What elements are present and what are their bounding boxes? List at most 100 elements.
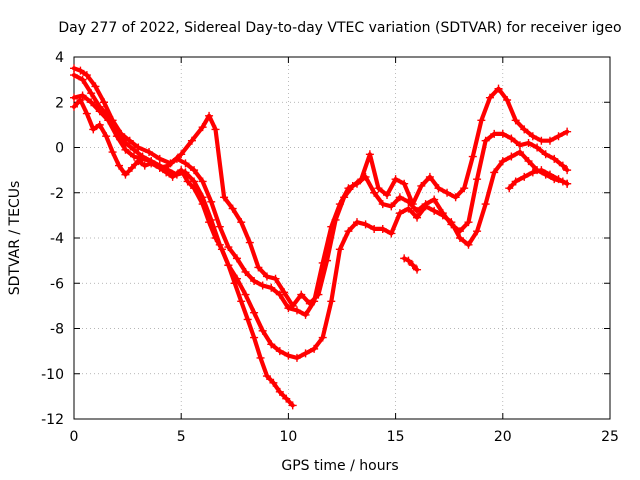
- data-point-trace-1: [485, 93, 494, 102]
- data-point-trace-4: [155, 163, 164, 172]
- data-point-trace-2: [344, 184, 353, 193]
- data-point-trace-3: [524, 157, 533, 166]
- data-point-trace-2: [563, 166, 572, 175]
- data-point-trace-2: [232, 254, 241, 263]
- data-point-trace-1: [383, 191, 392, 200]
- series-line-trace-6: [507, 168, 570, 191]
- data-point-trace-3: [87, 98, 96, 107]
- x-tick-label: 20: [494, 429, 512, 445]
- grid: [74, 57, 610, 419]
- data-point-trace-4: [82, 109, 91, 118]
- data-point-trace-2: [533, 143, 542, 152]
- data-point-trace-3: [430, 206, 439, 215]
- data-point-trace-3: [361, 220, 370, 229]
- data-point-trace-3: [353, 218, 362, 227]
- data-point-trace-1: [400, 179, 409, 188]
- data-point-trace-2: [318, 258, 327, 267]
- data-point-trace-1: [228, 204, 237, 213]
- data-point-trace-6: [505, 184, 514, 193]
- data-point-trace-3: [378, 224, 387, 233]
- chart-title: Day 277 of 2022, Sidereal Day-to-day VTE…: [58, 20, 621, 36]
- y-axis-label: SDTVAR / TECUs: [7, 181, 23, 296]
- data-point-trace-1: [563, 127, 572, 136]
- data-point-trace-2: [215, 222, 224, 231]
- data-point-trace-1: [365, 150, 374, 159]
- data-point-trace-2: [404, 197, 413, 206]
- data-point-trace-2: [292, 306, 301, 315]
- data-point-trace-4: [230, 279, 239, 288]
- data-point-trace-4: [275, 387, 284, 396]
- data-point-trace-2: [207, 197, 216, 206]
- data-point-trace-4: [89, 125, 98, 134]
- data-point-trace-1: [511, 116, 520, 125]
- axis-ticks: [73, 56, 611, 420]
- data-point-trace-1: [100, 98, 109, 107]
- data-point-trace-3: [318, 333, 327, 342]
- data-point-trace-1: [297, 290, 306, 299]
- data-point-trace-1: [237, 218, 246, 227]
- data-point-trace-4: [121, 170, 130, 179]
- data-point-trace-2: [327, 222, 336, 231]
- data-point-trace-4: [250, 333, 259, 342]
- data-point-trace-1: [503, 95, 512, 104]
- data-point-trace-3: [421, 202, 430, 211]
- data-point-trace-3: [267, 340, 276, 349]
- data-point-trace-1: [434, 184, 443, 193]
- data-point-trace-1: [125, 136, 134, 145]
- data-point-trace-3: [447, 218, 456, 227]
- data-point-trace-1: [280, 288, 289, 297]
- data-point-trace-2: [258, 281, 267, 290]
- data-point-trace-4: [102, 132, 111, 141]
- data-point-trace-4: [108, 148, 117, 157]
- data-point-trace-4: [183, 177, 192, 186]
- data-point-trace-4: [269, 378, 278, 387]
- y-tick-label: 0: [55, 141, 64, 157]
- data-point-trace-1: [537, 136, 546, 145]
- data-point-trace-3: [438, 211, 447, 220]
- x-axis-label: GPS time / hours: [281, 458, 398, 474]
- data-point-trace-4: [147, 159, 156, 168]
- data-point-trace-4: [224, 261, 233, 270]
- data-point-trace-2: [524, 138, 533, 147]
- data-point-trace-3: [275, 347, 284, 356]
- x-tick-label: 10: [279, 429, 297, 445]
- data-point-trace-5: [404, 256, 413, 265]
- data-point-trace-2: [224, 243, 233, 252]
- data-point-trace-2: [70, 71, 78, 80]
- data-point-trace-1: [554, 132, 563, 141]
- x-tick-label: 5: [177, 429, 186, 445]
- data-point-trace-2: [241, 267, 250, 276]
- data-point-trace-3: [310, 344, 319, 353]
- data-point-trace-3: [78, 91, 87, 100]
- data-point-trace-3: [498, 157, 507, 166]
- y-tick-label: -12: [41, 412, 64, 428]
- data-point-trace-2: [387, 202, 396, 211]
- data-point-trace-1: [262, 272, 271, 281]
- data-point-trace-3: [241, 290, 250, 299]
- data-point-trace-2: [464, 218, 473, 227]
- data-point-trace-1: [520, 125, 529, 134]
- data-point-trace-3: [404, 204, 413, 213]
- data-point-trace-4: [190, 184, 199, 193]
- y-tick-label: 2: [55, 95, 64, 111]
- data-point-trace-2: [515, 141, 524, 150]
- series-line-trace-4: [71, 97, 295, 408]
- data-point-trace-4: [115, 161, 124, 170]
- y-tick-label: 4: [55, 50, 64, 66]
- data-point-trace-3: [138, 154, 147, 163]
- data-point-trace-2: [353, 179, 362, 188]
- data-point-trace-1: [477, 116, 486, 125]
- data-point-trace-1: [254, 263, 263, 272]
- data-point-trace-2: [490, 129, 499, 138]
- data-point-trace-4: [217, 245, 226, 254]
- data-point-trace-2: [301, 310, 310, 319]
- data-point-trace-6: [554, 175, 563, 184]
- data-point-trace-4: [262, 372, 271, 381]
- data-point-trace-1: [451, 193, 460, 202]
- data-point-trace-3: [370, 224, 379, 233]
- data-point-trace-2: [78, 75, 87, 84]
- data-point-trace-2: [181, 159, 190, 168]
- data-point-trace-3: [481, 200, 490, 209]
- data-point-trace-1: [220, 193, 229, 202]
- data-series: [70, 64, 572, 410]
